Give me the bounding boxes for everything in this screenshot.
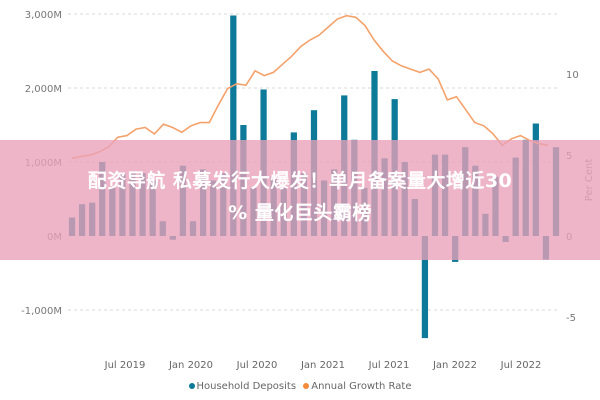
svg-text:-5: -5 (566, 313, 576, 324)
legend-item-household-deposits[interactable]: Household Deposits (188, 381, 300, 392)
svg-text:Jul 2019: Jul 2019 (104, 360, 146, 371)
x-axis: Jul 2019 Jan 2020 Jul 2020 Jan 2021 Jul 2021… (104, 360, 542, 371)
legend-item-annual-growth-rate[interactable]: Annual Growth Rate (303, 381, 411, 392)
svg-text:-1,000M: -1,000M (21, 306, 62, 317)
svg-text:Jan 2020: Jan 2020 (168, 360, 213, 371)
svg-text:Jan 2021: Jan 2021 (300, 360, 345, 371)
legend-dot-icon (303, 383, 310, 389)
svg-text:2,000M: 2,000M (25, 84, 62, 95)
svg-text:10: 10 (566, 70, 579, 81)
pink-overlay-band (0, 140, 600, 260)
headline-line-1: 配资导航 私募发行大爆发！单月备案量大增近30 (87, 170, 513, 192)
svg-text:Jul 2022: Jul 2022 (500, 360, 542, 371)
headline-banner: 配资导航 私募发行大爆发！单月备案量大增近30 % 量化巨头霸榜 (0, 165, 600, 229)
chart-legend: Household Deposits Annual Growth Rate (0, 381, 600, 392)
svg-text:Jan 2022: Jan 2022 (432, 360, 477, 371)
svg-text:3,000M: 3,000M (25, 10, 62, 21)
legend-dot-icon (188, 383, 195, 389)
svg-text:Jul 2021: Jul 2021 (368, 360, 410, 371)
annual-growth-line (71, 14, 549, 159)
svg-text:Jul 2020: Jul 2020 (236, 360, 278, 371)
headline-line-2: % 量化巨头霸榜 (228, 202, 372, 224)
